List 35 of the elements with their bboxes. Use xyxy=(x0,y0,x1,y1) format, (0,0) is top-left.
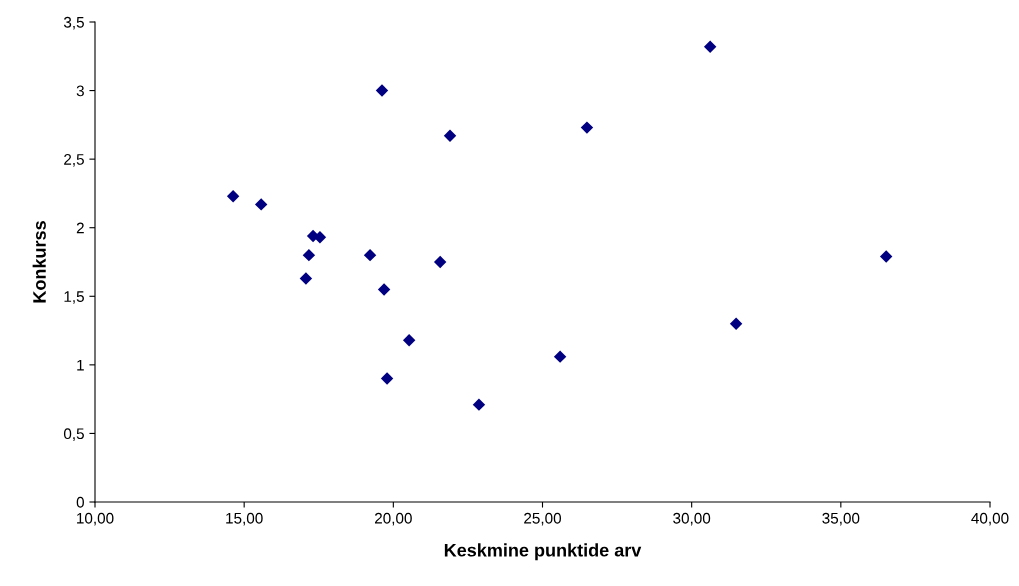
x-tick-label: 15,00 xyxy=(226,512,263,526)
y-tick-label: 3 xyxy=(76,85,84,97)
y-tick-label: 1,5 xyxy=(64,291,84,304)
point xyxy=(380,372,394,385)
x-tick-label: 25,00 xyxy=(524,512,562,526)
point xyxy=(402,333,416,347)
x-tick-label: 20,00 xyxy=(374,512,412,526)
point xyxy=(580,121,594,134)
point xyxy=(363,248,377,262)
point xyxy=(553,350,567,363)
point xyxy=(302,248,316,262)
y-tick-label: 0 xyxy=(76,496,84,508)
point xyxy=(472,398,486,411)
point xyxy=(879,250,893,263)
x-tick-label: 30,00 xyxy=(673,512,711,526)
y-tick-label: 2,5 xyxy=(64,154,84,167)
x-tick-label: 35,00 xyxy=(822,512,860,526)
point xyxy=(375,84,389,97)
point xyxy=(433,255,447,269)
y-tick-label: 1 xyxy=(77,359,84,371)
x-tick-label: 40,00 xyxy=(971,512,1009,526)
point xyxy=(729,317,743,330)
y-tick-label: 0,5 xyxy=(63,428,84,441)
y-tick-label: 3,5 xyxy=(63,16,84,30)
x-axis-title: Keskmine punktide arv xyxy=(444,543,642,561)
point xyxy=(443,129,457,143)
point xyxy=(254,198,268,211)
y-tick-label: 2 xyxy=(76,222,84,234)
point xyxy=(377,283,391,296)
x-tick-label: 10,00 xyxy=(77,512,114,526)
point xyxy=(226,189,240,203)
point xyxy=(313,231,327,244)
y-axis-title: Konkurss xyxy=(32,221,46,303)
point xyxy=(299,272,313,285)
point xyxy=(703,40,717,53)
